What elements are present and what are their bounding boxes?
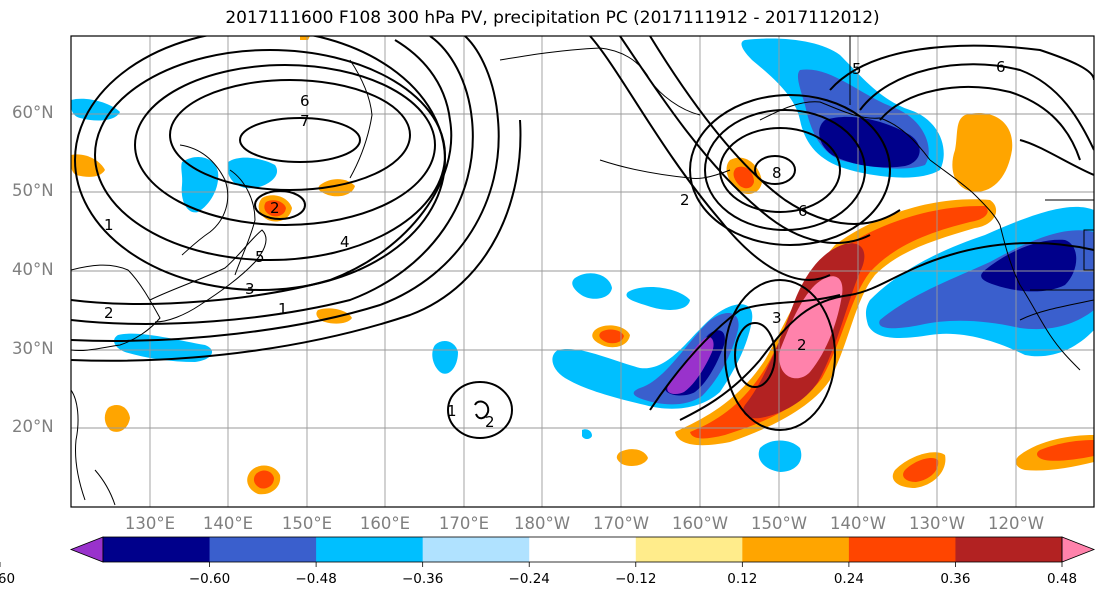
contour-label: 3 xyxy=(245,280,255,298)
colorbar xyxy=(0,536,1096,567)
colorbar-segment xyxy=(422,537,530,562)
contour-label: 2 xyxy=(485,413,495,431)
contour-label: 2 xyxy=(680,191,690,209)
lat-label: 60°N xyxy=(12,103,54,122)
colorbar-segment xyxy=(209,537,317,562)
contour-label: 8 xyxy=(772,164,782,182)
colorbar-tick-label: 0.24 xyxy=(833,571,864,587)
coastlines xyxy=(71,36,1094,506)
lon-label: 170°W xyxy=(592,514,650,533)
lat-label: 30°N xyxy=(12,339,54,358)
contour-label: 6 xyxy=(996,58,1006,76)
colorbar-tick-label: 0.60 xyxy=(0,571,16,587)
lat-label: 50°N xyxy=(12,181,54,200)
contour-label: 7 xyxy=(300,112,310,130)
lon-label: 150°E xyxy=(281,514,333,533)
map-title: 2017111600 F108 300 hPa PV, precipitatio… xyxy=(225,8,880,28)
contour-labels: 6 7 4 5 3 2 1 2 1 2 5 6 8 6 3 2 2 1 xyxy=(104,58,1006,431)
colorbar-extend-max xyxy=(1061,536,1096,563)
colorbar-tick-label: −0.48 xyxy=(295,571,337,587)
precip-shading xyxy=(71,36,1094,495)
contour-label: 2 xyxy=(270,199,280,217)
lon-label: 160°W xyxy=(671,514,729,533)
contour-label: 3 xyxy=(772,309,782,327)
pv-contours[interactable] xyxy=(71,30,1094,439)
lon-label: 160°E xyxy=(359,514,411,533)
colorbar-segment xyxy=(103,537,211,562)
lon-label: 180°W xyxy=(513,514,571,533)
lat-label: 20°N xyxy=(12,417,54,436)
colorbar-segment xyxy=(316,537,424,562)
contour-label: 2 xyxy=(797,336,807,354)
contour-label: 1 xyxy=(447,402,457,420)
lat-label: 40°N xyxy=(12,260,54,279)
contour-label: 6 xyxy=(300,92,310,110)
contour-label: 4 xyxy=(340,233,350,251)
lon-label: 120°W xyxy=(987,514,1045,533)
map-frame xyxy=(70,35,1095,508)
colorbar-segment xyxy=(742,537,850,562)
colorbar-tick-label: −0.12 xyxy=(615,571,657,587)
colorbar-segment xyxy=(635,537,743,562)
colorbar-segment xyxy=(955,537,1063,562)
contour-label: 2 xyxy=(104,304,114,322)
lon-label: 150°W xyxy=(750,514,808,533)
colorbar-segment xyxy=(529,537,637,562)
lon-label: 140°W xyxy=(829,514,887,533)
lon-label: 170°E xyxy=(438,514,490,533)
colorbar-tick-label: −0.60 xyxy=(188,571,231,587)
contour-label: 6 xyxy=(798,202,808,220)
contour-label: 1 xyxy=(104,216,114,234)
lon-label: 130°E xyxy=(124,514,176,533)
lon-label: 140°E xyxy=(202,514,254,533)
colorbar-tick-label: −0.24 xyxy=(508,571,550,587)
contour-label: 5 xyxy=(255,248,265,266)
colorbar-tick-label: 0.12 xyxy=(727,571,758,587)
colorbar-segment xyxy=(848,537,956,562)
colorbar-extend-min xyxy=(69,536,104,563)
contour-label: 5 xyxy=(852,60,862,78)
colorbar-tick-label: 0.36 xyxy=(940,571,971,587)
contour-label: 1 xyxy=(278,300,288,318)
colorbar-tick-label: 0.48 xyxy=(1046,571,1078,587)
colorbar-tick-label: −0.36 xyxy=(401,571,444,587)
lon-label: 130°W xyxy=(908,514,966,533)
